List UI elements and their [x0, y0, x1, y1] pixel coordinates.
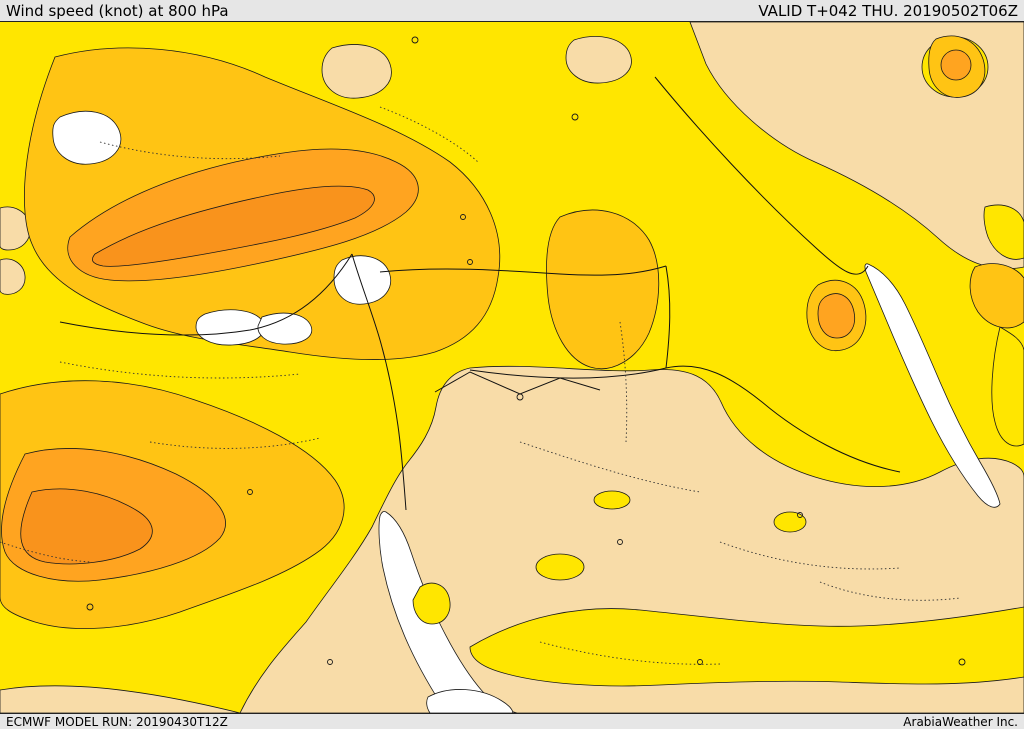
persian-gulf-shape	[864, 263, 1001, 508]
map-area	[0, 22, 1024, 713]
boundary-lines	[59, 76, 901, 511]
white-lake-northwest	[52, 110, 122, 165]
yellow-patch-in-red-sea	[412, 582, 451, 625]
model-run-label: ECMWF MODEL RUN: 20190430T12Z	[6, 714, 228, 729]
red-sea-shape	[378, 511, 518, 713]
valid-time-label: VALID T+042 THU. 20190502T06Z	[758, 1, 1018, 20]
header-bar: Wind speed (knot) at 800 hPa VALID T+042…	[0, 0, 1024, 22]
attribution-label: ArabiaWeather Inc.	[903, 714, 1018, 729]
map-title: Wind speed (knot) at 800 hPa	[6, 1, 229, 20]
deep-orange-core-regions	[20, 185, 375, 565]
footer-bar: ECMWF MODEL RUN: 20190430T12Z ArabiaWeat…	[0, 713, 1024, 729]
white-minimum-and-sea-shapes	[52, 110, 1001, 713]
wind-speed-contour-map	[0, 22, 1024, 713]
small-contour-speckles	[86, 36, 966, 666]
